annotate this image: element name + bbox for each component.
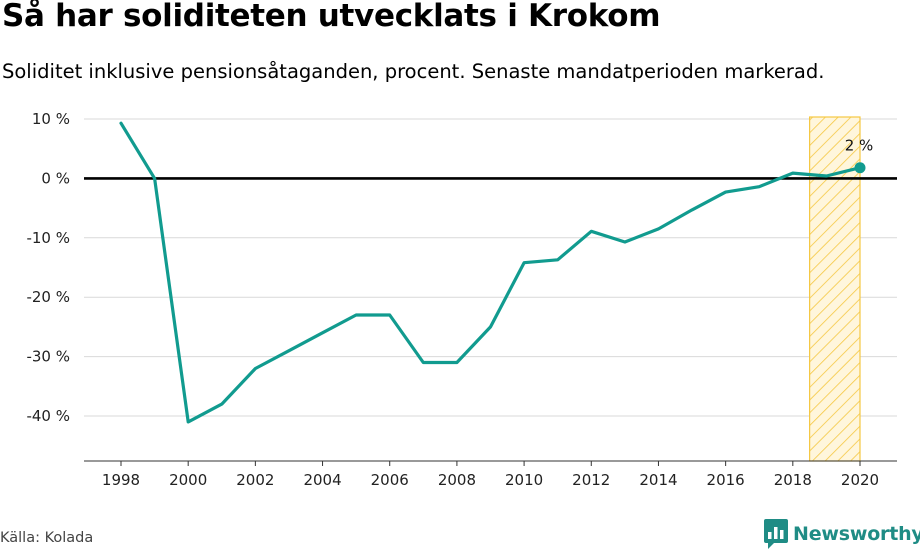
x-tick-label: 2004 <box>303 471 341 489</box>
y-tick-label: 0 % <box>41 169 70 187</box>
x-tick-label: 2018 <box>774 471 812 489</box>
series-line-group: 2 % <box>119 121 874 424</box>
y-tick-label: 10 % <box>32 110 70 128</box>
end-point-marker <box>854 162 866 174</box>
x-tick-label: 2016 <box>707 471 745 489</box>
x-axis <box>84 460 897 466</box>
x-tick-label: 2012 <box>572 471 610 489</box>
chart-title: Så har soliditeten utvecklats i Krokom <box>2 0 661 34</box>
end-value-label: 2 % <box>845 137 874 155</box>
x-tick-label: 1998 <box>102 471 140 489</box>
x-tick-label: 2010 <box>505 471 543 489</box>
source-note: Källa: Kolada <box>0 530 94 546</box>
y-tick-label: -40 % <box>26 407 70 425</box>
y-tick-label: -30 % <box>26 348 70 366</box>
newsworthy-logo-icon <box>764 519 788 549</box>
brand-name: Newsworthy <box>793 523 920 545</box>
x-tick-label: 2000 <box>169 471 207 489</box>
x-tick-labels: 1998 2000 2002 2004 2006 2008 2010 2012 2014 2016… <box>102 471 879 489</box>
x-tick-label: 2008 <box>438 471 476 489</box>
grid-lines <box>84 118 897 417</box>
y-tick-labels: 10 % 0 % -10 % -20 % -30 % -40 % <box>26 110 70 425</box>
newsworthy-logo: Newsworthy <box>764 519 920 549</box>
y-tick-label: -10 % <box>26 229 70 247</box>
x-tick-label: 2006 <box>371 471 409 489</box>
chart-subtitle: Soliditet inklusive pensionsåtaganden, p… <box>2 60 825 83</box>
y-tick-label: -20 % <box>26 288 70 306</box>
series-line <box>119 121 862 424</box>
x-tick-label: 2014 <box>639 471 677 489</box>
x-tick-label: 2020 <box>841 471 879 489</box>
x-tick-label: 2002 <box>236 471 274 489</box>
